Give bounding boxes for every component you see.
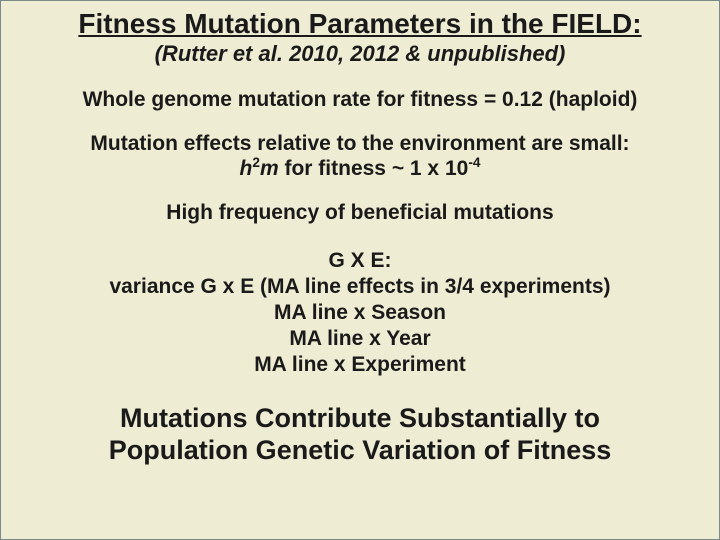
gxe-l1: G X E:	[328, 249, 391, 272]
formula-m: m	[260, 157, 279, 180]
gxe-l2: variance G x E (MA line effects in 3/4 e…	[109, 275, 610, 298]
conclusion-block: Mutations Contribute Substantially to Po…	[25, 402, 695, 467]
formula-mid: for fitness ~ 1 x 10	[279, 157, 469, 180]
beneficial-line: High frequency of beneficial mutations	[25, 200, 695, 226]
formula-sup-neg4: -4	[468, 155, 480, 170]
gxe-block: G X E: variance G x E (MA line effects i…	[25, 248, 695, 378]
gxe-l5: MA line x Experiment	[254, 353, 466, 376]
formula-sup-2: 2	[252, 155, 260, 170]
slide-title: Fitness Mutation Parameters in the FIELD…	[25, 9, 695, 40]
conclusion-l1: Mutations Contribute Substantially to	[120, 403, 600, 433]
slide-citation: (Rutter et al. 2010, 2012 & unpublished)	[25, 42, 695, 66]
slide-container: Fitness Mutation Parameters in the FIELD…	[0, 0, 720, 540]
gxe-l3: MA line x Season	[274, 301, 446, 324]
formula-h: h	[240, 157, 253, 180]
gxe-l4: MA line x Year	[289, 327, 430, 350]
mutation-rate-line: Whole genome mutation rate for fitness =…	[25, 88, 695, 113]
effects-formula: h2m for fitness ~ 1 x 10-4	[240, 157, 481, 180]
conclusion-l2: Population Genetic Variation of Fitness	[109, 435, 612, 465]
effects-block: Mutation effects relative to the environ…	[25, 131, 695, 182]
effects-line1: Mutation effects relative to the environ…	[90, 132, 629, 155]
